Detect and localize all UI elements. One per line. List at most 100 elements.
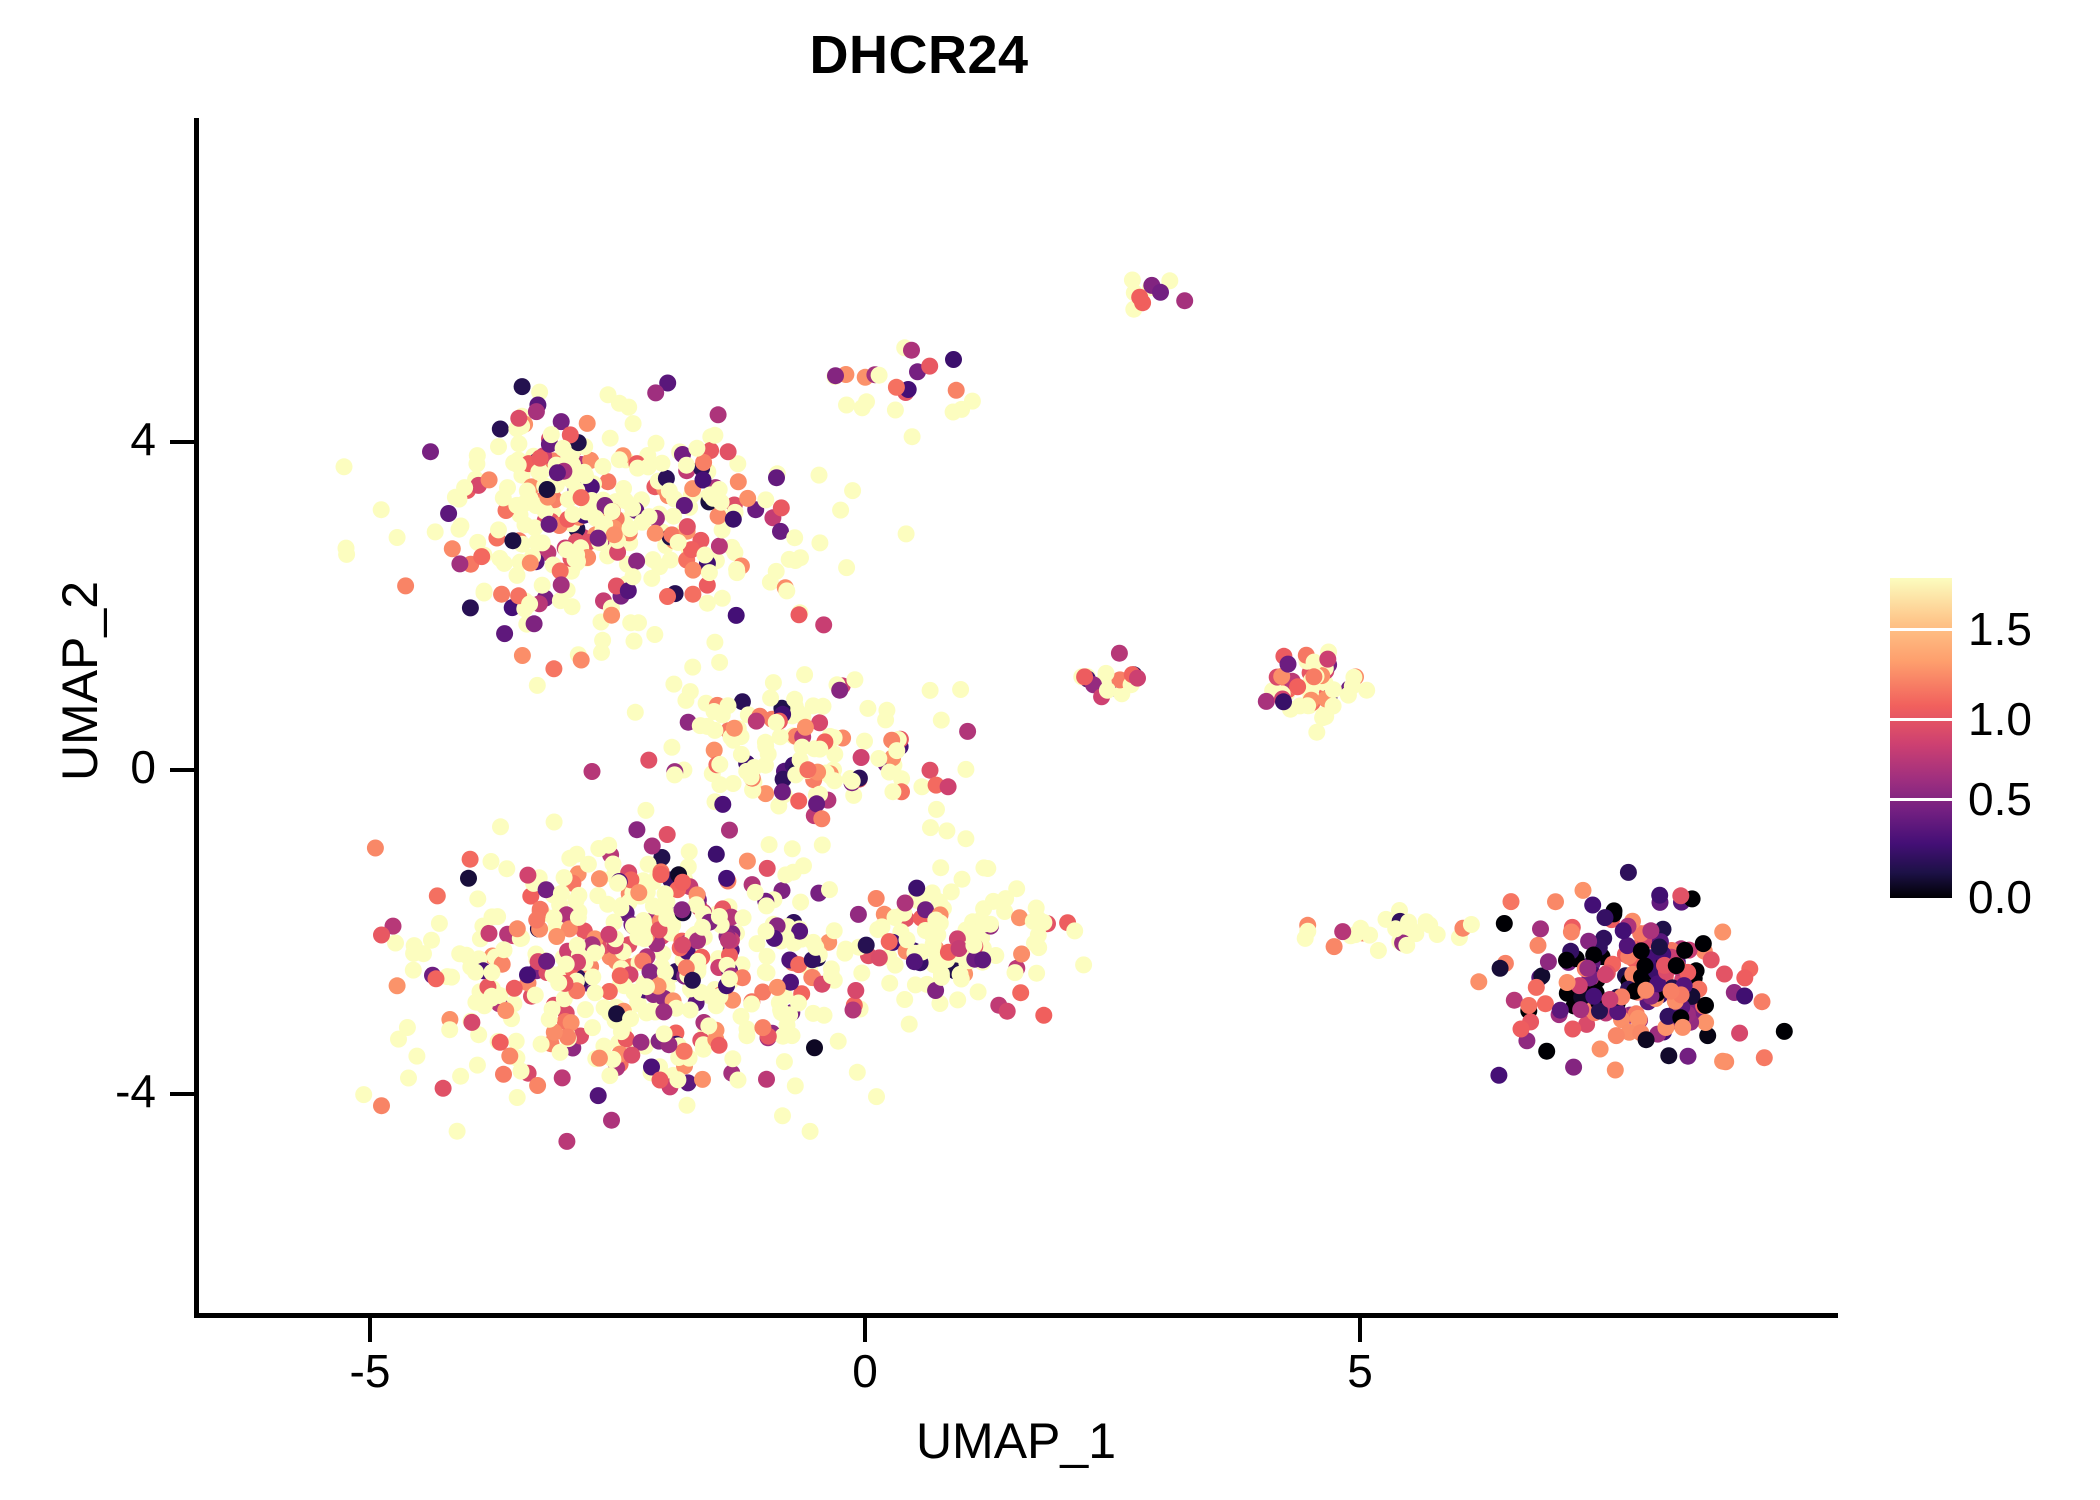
- scatter-point: [758, 964, 776, 982]
- scatter-point: [963, 392, 981, 410]
- scatter-point: [880, 763, 898, 781]
- scatter-point: [480, 924, 498, 942]
- scatter-point: [957, 830, 975, 848]
- scatter-point: [612, 1023, 630, 1041]
- scatter-point: [1637, 1031, 1655, 1049]
- scatter-point: [898, 931, 916, 949]
- scatter-point: [965, 936, 983, 954]
- scatter-point: [1679, 1047, 1697, 1065]
- colorbar-tick-1-5: [1890, 628, 1952, 631]
- scatter-point: [692, 984, 710, 1001]
- scatter-point: [1161, 272, 1179, 290]
- x-axis-label-minus5: -5: [349, 1345, 391, 1397]
- scatter-point: [1343, 677, 1361, 695]
- scatter-point: [640, 751, 658, 769]
- scatter-point: [949, 991, 967, 1009]
- page-title: DHCR24: [809, 25, 1029, 85]
- scatter-point: [733, 693, 751, 711]
- scatter-point: [491, 549, 509, 567]
- scatter-point: [628, 552, 646, 570]
- scatter-point: [700, 564, 718, 582]
- scatter-point: [469, 533, 487, 551]
- scatter-point: [1012, 984, 1030, 1002]
- scatter-point: [527, 403, 545, 421]
- scatter-point: [880, 933, 898, 951]
- scatter-point: [610, 874, 627, 892]
- scatter-point: [811, 714, 829, 732]
- scatter-point: [975, 859, 993, 877]
- scatter-point: [615, 480, 633, 497]
- scatter-point: [767, 713, 785, 731]
- scatter-point: [562, 1014, 580, 1032]
- scatter-point: [468, 1056, 486, 1074]
- scatter-point: [1702, 951, 1720, 969]
- scatter-point: [710, 537, 728, 555]
- scatter-point: [1755, 1049, 1773, 1067]
- scatter-point: [554, 439, 572, 457]
- scatter-point: [451, 555, 469, 573]
- scatter-point: [932, 965, 950, 983]
- scatter-point: [790, 606, 808, 624]
- scatter-point: [619, 582, 637, 600]
- scatter-point: [561, 849, 579, 867]
- scatter-point: [838, 396, 855, 414]
- scatter-point: [689, 932, 706, 950]
- scatter-point: [698, 717, 716, 735]
- scatter-point: [710, 908, 728, 925]
- scatter-point: [853, 964, 871, 982]
- scatter-point: [825, 772, 843, 790]
- scatter-point: [844, 1001, 862, 1019]
- scatter-point: [913, 778, 931, 796]
- colorbar-label-1-0: 1.0: [1968, 693, 2032, 745]
- scatter-point: [665, 507, 682, 525]
- scatter-point: [1462, 916, 1480, 933]
- scatter-point: [469, 890, 487, 908]
- y-axis-tick-0: [170, 768, 194, 772]
- scatter-point: [1527, 978, 1545, 996]
- scatter-point: [859, 699, 877, 717]
- scatter-point: [533, 576, 551, 594]
- scatter-point: [572, 489, 590, 507]
- scatter-point: [1325, 938, 1343, 956]
- scatter-point: [608, 1005, 626, 1023]
- scatter-point: [552, 884, 570, 902]
- scatter-point: [656, 963, 674, 981]
- scatter-point: [1650, 938, 1668, 956]
- colorbar-tick-0-0: [1890, 896, 1952, 899]
- scatter-point: [1636, 957, 1654, 975]
- scatter-point: [783, 840, 801, 858]
- scatter-point: [586, 984, 604, 1002]
- scatter-point: [1637, 981, 1655, 999]
- scatter-point: [810, 466, 828, 484]
- scatter-point: [811, 534, 829, 552]
- scatter-point: [461, 850, 479, 868]
- scatter-point: [540, 1010, 558, 1028]
- scatter-point: [669, 534, 687, 551]
- scatter-point: [696, 546, 714, 564]
- scatter-point: [1176, 292, 1194, 310]
- scatter-point: [495, 1065, 512, 1083]
- scatter-point: [626, 703, 644, 721]
- scatter-point: [804, 1004, 822, 1022]
- scatter-point: [366, 839, 384, 857]
- scatter-point: [599, 473, 617, 491]
- x-axis-label-5: 5: [1347, 1345, 1373, 1397]
- scatter-point: [684, 561, 702, 579]
- scatter-point: [577, 467, 594, 484]
- scatter-point: [790, 956, 808, 974]
- scatter-point: [768, 469, 785, 487]
- scatter-point: [886, 401, 904, 419]
- y-axis-tick-minus4: [170, 1092, 194, 1096]
- x-axis-label-0: 0: [852, 1345, 878, 1397]
- scatter-point: [653, 849, 671, 866]
- scatter-point: [1558, 974, 1576, 991]
- scatter-point: [1619, 863, 1637, 881]
- scatter-point: [932, 859, 950, 877]
- scatter-point: [532, 1035, 550, 1053]
- scatter-point: [1753, 993, 1771, 1011]
- scatter-point: [555, 869, 573, 887]
- scatter-point: [1539, 953, 1557, 971]
- scatter-point: [624, 568, 642, 586]
- scatter-point: [1011, 909, 1028, 927]
- scatter-point: [811, 740, 829, 758]
